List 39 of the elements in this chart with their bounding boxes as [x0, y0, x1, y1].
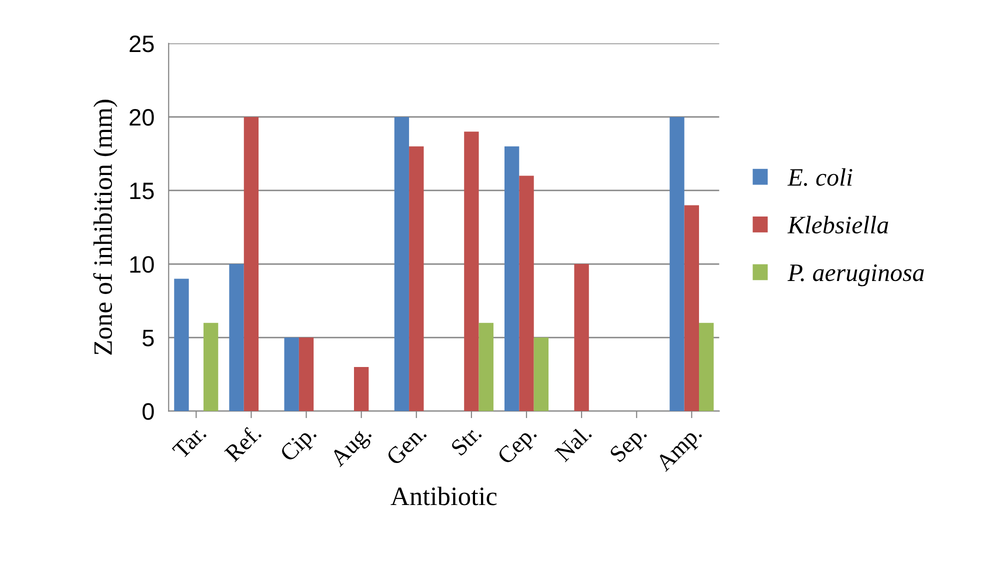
- y-tick-label: 25: [130, 35, 154, 52]
- bar: [684, 205, 700, 412]
- x-tick-label: Str.: [450, 424, 482, 456]
- y-axis-title: Zone of inhibition (mm): [93, 100, 118, 355]
- x-tick-label: Amp.: [654, 424, 706, 476]
- bar: [519, 176, 534, 412]
- y-tick-label: 5: [142, 330, 154, 346]
- x-tick-label: Nal.: [554, 424, 592, 463]
- bar: [409, 146, 424, 412]
- bar: [354, 366, 369, 412]
- x-tick-label: Cep.: [496, 424, 541, 468]
- y-tick-label: 0: [142, 403, 154, 420]
- bar: [534, 338, 549, 412]
- x-tick-label: Sep.: [609, 424, 651, 466]
- bar: [244, 116, 259, 412]
- bar: [464, 132, 479, 412]
- bar: [204, 322, 218, 412]
- bar: [394, 116, 410, 412]
- y-tick-label: 20: [130, 109, 154, 126]
- x-tick-label: Tar.: [172, 424, 207, 460]
- x-tick-label: Cip.: [279, 424, 320, 466]
- bar: [504, 146, 520, 412]
- bar: [174, 278, 189, 412]
- x-tick-label: Gen.: [386, 424, 428, 466]
- bar: [284, 338, 299, 412]
- legend-label: P. aeruginosa: [788, 264, 924, 286]
- y-tick-label: 10: [130, 256, 154, 273]
- bar: [699, 322, 714, 412]
- x-tick-label: Ref.: [223, 424, 262, 463]
- x-axis-title: Antibiotic: [390, 486, 497, 506]
- bar: [574, 264, 589, 412]
- bar: [478, 322, 494, 412]
- x-tick-label: Aug.: [329, 424, 376, 471]
- bar: [670, 116, 684, 412]
- legend-label: E. coli: [787, 168, 852, 186]
- y-tick-label: 15: [130, 182, 154, 200]
- bar: [298, 338, 314, 412]
- legend-label: Klebsiella: [787, 216, 888, 234]
- bar: [229, 264, 244, 412]
